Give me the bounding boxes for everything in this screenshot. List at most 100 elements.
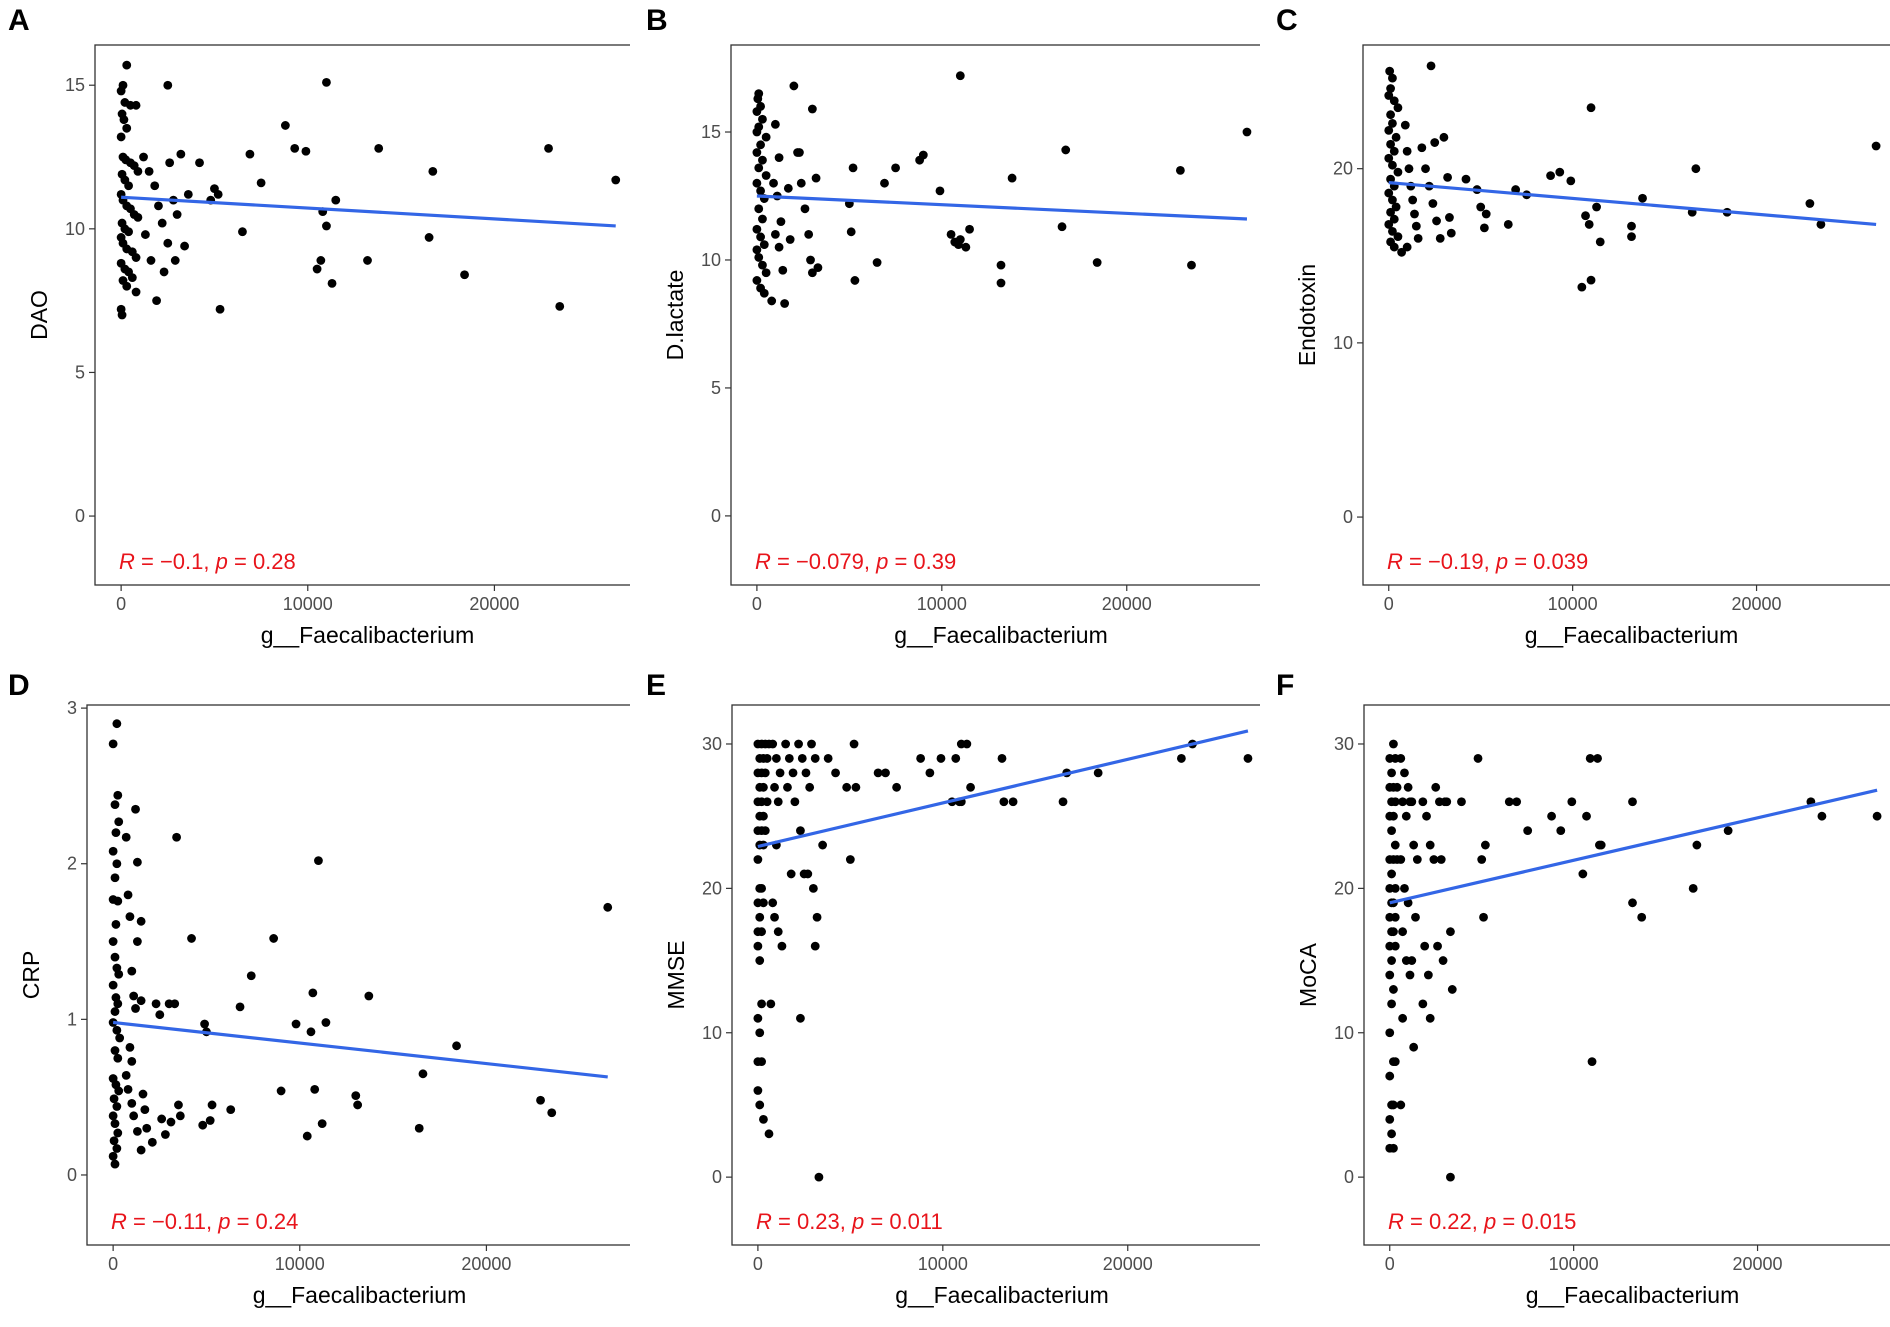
data-point: [147, 1137, 157, 1147]
data-point: [1398, 927, 1408, 937]
data-point: [1388, 73, 1397, 83]
data-point: [1401, 811, 1411, 821]
data-point: [1176, 754, 1186, 763]
data-point: [1391, 202, 1401, 212]
data-point: [115, 1033, 125, 1043]
annotation-p-value: = 0.28: [228, 549, 296, 574]
data-point: [1400, 120, 1410, 130]
data-point: [774, 153, 784, 163]
data-point: [460, 270, 469, 280]
data-point: [761, 268, 771, 278]
data-point: [213, 189, 223, 199]
data-point: [172, 210, 182, 219]
data-point: [785, 235, 795, 244]
data-point: [880, 178, 889, 188]
data-point: [113, 1053, 123, 1063]
annotation-r-label: R: [756, 1209, 772, 1234]
data-points: [753, 739, 1253, 1182]
data-point: [848, 163, 858, 173]
data-point: [996, 260, 1006, 270]
data-point: [154, 201, 163, 211]
data-point: [812, 912, 822, 922]
data-point: [256, 178, 266, 188]
scatter-chart-endotoxin: 0 10000 20000 0 10 20 g__Faecalibacterium Endot…: [1294, 44, 1890, 648]
data-point: [803, 869, 813, 879]
data-point: [807, 104, 817, 114]
data-point: [761, 132, 771, 142]
data-point: [925, 768, 935, 778]
data-point: [110, 1046, 120, 1055]
data-point: [160, 1130, 170, 1139]
data-point: [198, 1120, 208, 1130]
data-point: [108, 1111, 118, 1121]
data-point: [759, 1114, 768, 1124]
data-point: [1555, 167, 1565, 177]
data-point: [180, 241, 189, 251]
data-point: [770, 782, 779, 792]
y-tick-label: 0: [712, 1167, 722, 1187]
data-point: [1566, 176, 1576, 186]
scatter-chart-crp: 0 10000 20000 0 1 2 3 g__Faecalibacterium CRP R =…: [18, 698, 633, 1308]
data-point: [1385, 1071, 1395, 1081]
data-point: [452, 1041, 461, 1051]
data-point: [1592, 202, 1601, 212]
data-point: [112, 719, 122, 729]
correlation-annotation: R = −0.079, p = 0.39: [755, 549, 956, 574]
data-point: [818, 840, 828, 850]
data-point: [891, 163, 900, 173]
data-point: [125, 1042, 135, 1052]
data-point: [1409, 840, 1419, 850]
data-point: [752, 224, 762, 234]
data-point: [783, 782, 792, 792]
data-point: [1413, 233, 1423, 243]
data-point: [811, 173, 821, 183]
data-point: [1446, 228, 1456, 238]
y-tick-label: 0: [67, 1165, 77, 1185]
data-point: [806, 255, 815, 265]
data-point: [207, 1100, 217, 1110]
data-point: [353, 1100, 363, 1110]
data-point: [1398, 1013, 1408, 1023]
data-point: [1479, 912, 1488, 922]
data-point: [776, 217, 786, 226]
data-point: [1389, 1100, 1398, 1110]
data-point: [113, 790, 123, 800]
data-point: [150, 181, 160, 191]
data-point: [781, 739, 791, 749]
data-point: [1446, 1172, 1455, 1182]
x-axis-label: g__Faecalibacterium: [253, 1282, 467, 1308]
data-point: [1546, 171, 1555, 181]
data-point: [1389, 1143, 1398, 1153]
annotation-r-label: R: [119, 549, 135, 574]
data-point: [1387, 768, 1396, 778]
data-point: [155, 1010, 165, 1020]
data-point: [1556, 826, 1566, 836]
data-point: [146, 256, 156, 265]
data-point: [1388, 118, 1397, 128]
y-tick-label: 10: [1334, 1023, 1354, 1043]
data-point: [108, 937, 118, 946]
data-point: [1421, 164, 1430, 174]
data-point: [187, 934, 196, 943]
annotation-p-value: = 0.015: [1496, 1209, 1576, 1234]
data-point: [955, 71, 965, 81]
x-tick-label: 20000: [1103, 1254, 1153, 1274]
panel-letter: D: [8, 669, 30, 702]
data-point: [1428, 199, 1438, 208]
data-point: [136, 916, 146, 926]
data-point: [767, 296, 777, 306]
data-point: [754, 163, 764, 173]
y-axis-label: MMSE: [663, 941, 689, 1010]
data-point: [790, 797, 800, 807]
data-point: [1412, 855, 1422, 864]
data-point: [757, 883, 766, 893]
scatter-chart-dao: 0 10000 20000 0 5 10 15 g__Faecalibacterium DAO R…: [26, 44, 641, 648]
data-point: [758, 155, 767, 165]
data-point: [1092, 258, 1102, 267]
y-tick-label: 15: [701, 122, 721, 142]
data-point: [783, 183, 793, 193]
data-point: [1404, 164, 1414, 174]
data-point: [133, 212, 143, 222]
data-point: [845, 855, 855, 864]
data-point: [301, 146, 311, 156]
